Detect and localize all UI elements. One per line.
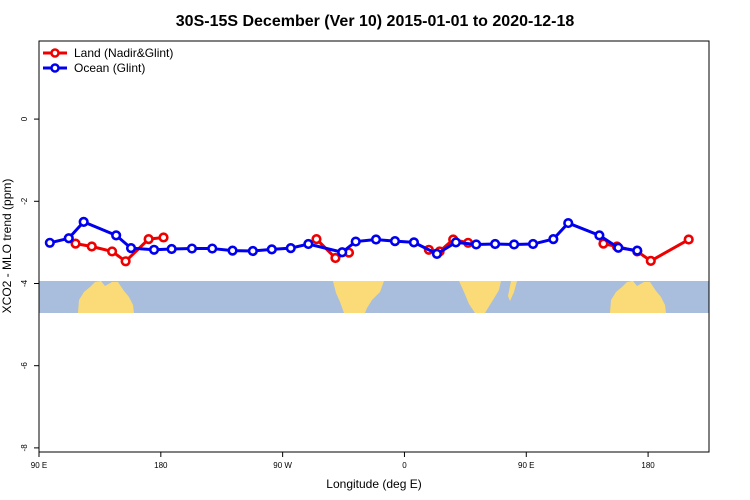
plot-frame bbox=[38, 40, 710, 453]
land-data-point bbox=[330, 252, 341, 264]
map-strip bbox=[39, 281, 709, 313]
y-tick-label: -6 bbox=[20, 362, 29, 370]
ocean-data-point bbox=[247, 245, 258, 257]
ocean-data-point bbox=[563, 217, 574, 229]
ocean-data-point bbox=[266, 244, 277, 255]
ocean-data-point bbox=[408, 237, 420, 248]
ocean-data-point bbox=[337, 247, 348, 258]
x-tick-label: 180 bbox=[154, 461, 168, 470]
ocean-data-point bbox=[350, 236, 361, 247]
chart-title: 30S-15S December (Ver 10) 2015-01-01 to … bbox=[176, 13, 575, 30]
legend: Land (Nadir&Glint) Ocean (Glint) bbox=[43, 46, 173, 75]
x-tick-label: 90 E bbox=[31, 461, 47, 470]
ocean-data-point bbox=[431, 248, 443, 259]
ocean-data-point bbox=[490, 238, 501, 250]
land-data-point bbox=[158, 232, 169, 243]
x-tick-label: 90 E bbox=[518, 461, 534, 470]
y-axis-label: XCO2 - MLO trend (ppm) bbox=[0, 179, 14, 314]
legend-label-ocean: Ocean (Glint) bbox=[74, 61, 145, 75]
series-layer bbox=[44, 216, 694, 267]
y-tick-label: -8 bbox=[20, 444, 29, 452]
land-data-point bbox=[120, 256, 131, 267]
y-tick-label: -2 bbox=[20, 197, 29, 205]
ocean-data-point bbox=[613, 242, 624, 253]
y-tick-label: -4 bbox=[20, 279, 29, 287]
ocean-data-point bbox=[527, 238, 539, 250]
ocean-data-point bbox=[186, 243, 198, 254]
ocean-data-point bbox=[63, 233, 74, 244]
landmass-australia-repeat bbox=[610, 281, 666, 313]
land-data-point bbox=[143, 234, 154, 245]
series-ocean bbox=[44, 216, 643, 259]
legend-label-land: Land (Nadir&Glint) bbox=[74, 46, 173, 60]
ocean-data-point bbox=[148, 244, 160, 255]
ocean-data-point bbox=[450, 237, 461, 248]
y-tick-label: 0 bbox=[20, 116, 29, 121]
legend-item-ocean: Ocean (Glint) bbox=[43, 61, 145, 75]
landmass-africa bbox=[459, 281, 501, 313]
land-data-point bbox=[311, 234, 322, 245]
ocean-data-point bbox=[594, 230, 605, 241]
x-axis-label: Longitude (deg E) bbox=[326, 477, 421, 491]
ocean-data-point bbox=[166, 243, 177, 255]
land-data-point bbox=[86, 241, 97, 252]
ocean-data-point bbox=[632, 245, 643, 256]
x-axis: 90 E 180 90 W 0 90 E 180 bbox=[31, 452, 655, 470]
ocean-data-point bbox=[78, 216, 89, 227]
y-axis: 0 -2 -4 -6 -8 bbox=[20, 116, 39, 451]
ocean-data-point bbox=[548, 234, 559, 245]
ocean-data-point bbox=[370, 234, 382, 245]
landmass-australia bbox=[78, 281, 134, 313]
x-tick-label: 90 W bbox=[273, 461, 292, 470]
ocean-data-point bbox=[207, 243, 218, 254]
x-tick-label: 0 bbox=[402, 461, 407, 470]
landmass-south-america bbox=[333, 281, 384, 313]
ocean-data-point bbox=[125, 243, 137, 254]
ocean-data-point bbox=[227, 245, 238, 256]
ocean-data-point bbox=[285, 243, 296, 254]
legend-item-land: Land (Nadir&Glint) bbox=[43, 46, 173, 60]
ocean-data-point bbox=[44, 237, 55, 248]
x-tick-label: 180 bbox=[641, 461, 655, 470]
land-data-point bbox=[70, 238, 81, 249]
landmass-madagascar bbox=[508, 281, 517, 301]
land-data-point bbox=[683, 234, 694, 245]
ocean-data-point bbox=[303, 238, 314, 250]
ocean-data-point bbox=[389, 236, 401, 247]
ocean-data-point bbox=[471, 239, 482, 250]
land-data-point bbox=[106, 246, 118, 257]
ocean-data-point bbox=[111, 230, 122, 241]
land-data-point bbox=[645, 255, 656, 266]
ocean-data-point bbox=[508, 239, 520, 250]
